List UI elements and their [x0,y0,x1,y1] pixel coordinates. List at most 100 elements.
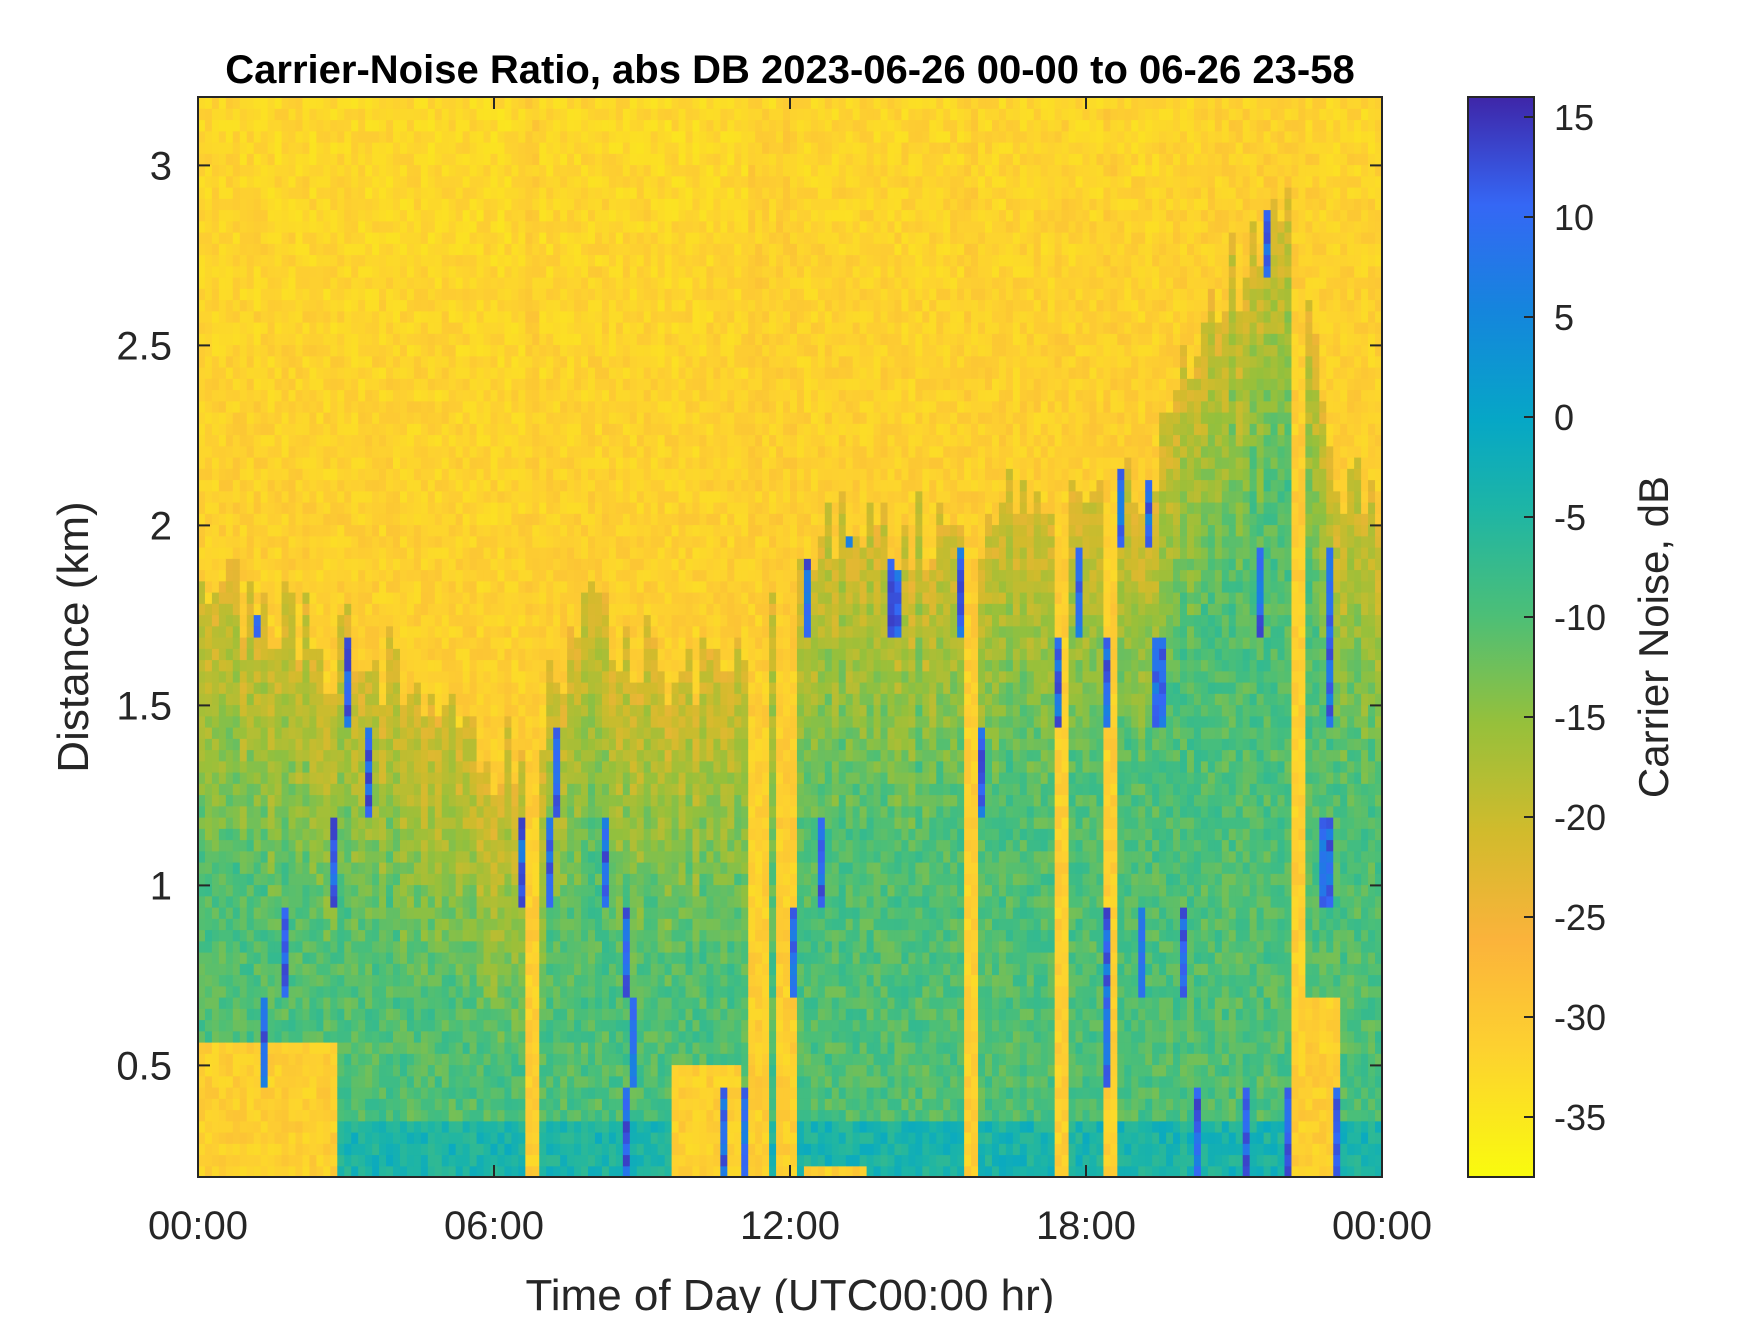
heatmap-cell [546,1143,554,1156]
heatmap-cell [295,265,304,278]
heatmap-cell [511,1053,519,1066]
heatmap-cell [246,1132,255,1144]
heatmap-cell [267,603,276,616]
heatmap-cell [351,1143,359,1156]
heatmap-cell [211,603,220,616]
heatmap-cell [399,1143,408,1156]
heatmap-cell [344,1098,352,1111]
heatmap-cell [420,1109,429,1122]
heatmap-cell [525,232,533,244]
heatmap-cell [365,198,373,211]
heatmap-cell [393,220,401,233]
heatmap-cell [225,592,234,604]
heatmap-cell [455,355,464,368]
heatmap-cell [434,243,443,256]
heatmap-cell [218,940,227,953]
heatmap-cell [253,277,262,289]
heatmap-cell [365,355,373,368]
heatmap-cell [358,119,366,132]
heatmap-cell [198,592,206,604]
heatmap-cell [434,558,443,571]
heatmap-cell [399,873,408,886]
heatmap-cell [302,547,311,559]
heatmap-cell [497,412,506,424]
heatmap-cell [337,794,345,807]
heatmap-cell [420,580,429,593]
heatmap-cell [539,1030,547,1043]
heatmap-cell [532,873,540,886]
heatmap-cell [198,502,206,514]
heatmap-cell [309,659,317,672]
heatmap-cell [365,985,373,998]
heatmap-cell [204,412,213,424]
heatmap-cell [379,277,387,289]
heatmap-cell [518,299,526,312]
heatmap-cell [462,130,471,143]
heatmap-cell [198,457,206,469]
heatmap-cell [406,1030,415,1043]
heatmap-cell [225,1087,234,1099]
heatmap-cell [281,1087,290,1099]
heatmap-cell [358,1143,366,1156]
heatmap-cell [316,715,324,728]
heatmap-cell [288,738,297,751]
heatmap-cell [546,344,554,357]
heatmap-cell [211,378,220,391]
heatmap-cell [462,783,471,796]
heatmap-cell [337,367,345,379]
heatmap-cell [441,783,450,796]
heatmap-cell [267,265,276,278]
heatmap-cell [337,884,345,897]
heatmap-cell [260,738,269,751]
heatmap-cell [246,547,255,559]
heatmap-cell [344,1030,352,1043]
heatmap-cell [532,794,540,807]
heatmap-cell [469,198,478,211]
heatmap-cell [483,1132,492,1144]
heatmap-cell [476,288,485,301]
heatmap-cell [511,1165,519,1177]
heatmap-cell [434,142,443,154]
heatmap-cell [441,749,450,762]
heatmap-cell [344,198,352,211]
heatmap-cell [413,862,422,874]
heatmap-cell [344,884,352,897]
heatmap-cell [204,423,213,436]
heatmap-cell [351,929,359,942]
heatmap-cell [372,232,380,244]
heatmap-cell [483,434,492,447]
heatmap-cell [232,153,241,166]
heatmap-cell [399,445,408,458]
heatmap-cell [455,1165,464,1177]
heatmap-cell [372,310,380,323]
heatmap-cell [232,738,241,751]
heatmap-cell [309,400,317,413]
heatmap-cell [198,1165,206,1177]
heatmap-cell [546,378,554,391]
heatmap-cell [497,423,506,436]
heatmap-cell [232,1165,241,1177]
heatmap-cell [525,862,533,874]
heatmap-cell [246,862,255,874]
heatmap-cell [198,513,206,526]
heatmap-cell [546,1087,554,1099]
heatmap-cell [539,119,547,132]
heatmap-cell [560,1132,568,1144]
heatmap-cell [267,513,276,526]
heatmap-cell [267,895,276,908]
heatmap-cell [553,1098,561,1111]
heatmap-cell [525,367,533,379]
heatmap-cell [316,265,324,278]
heatmap-cell [295,873,304,886]
heatmap-cell [323,164,331,177]
heatmap-cell [309,794,317,807]
heatmap-cell [302,535,311,548]
heatmap-cell [413,198,422,211]
heatmap-cell [204,918,213,931]
heatmap-cell [281,378,290,391]
heatmap-cell [281,119,290,132]
heatmap-cell [316,175,324,188]
heatmap-cell [413,1165,422,1177]
heatmap-cell [288,108,297,121]
heatmap-cell [448,535,457,548]
